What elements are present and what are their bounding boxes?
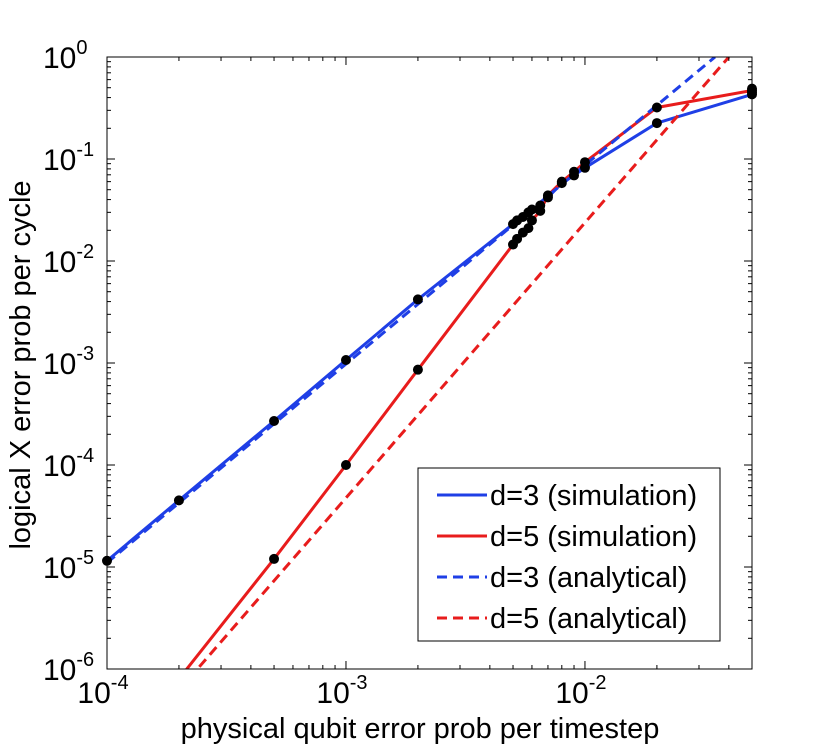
data-point <box>651 118 662 129</box>
x-tick-label: 10-2 <box>555 672 606 710</box>
series-line-d-3-analytical <box>107 57 716 564</box>
y-tick-label: 10-3 <box>43 343 94 381</box>
legend-label: d=5 (simulation) <box>490 521 697 553</box>
y-tick-label: 10-5 <box>43 547 94 585</box>
x-tick-label: 10-4 <box>77 672 128 710</box>
y-tick-label: 10-4 <box>43 445 94 483</box>
y-tick-label: 10-6 <box>43 649 94 687</box>
legend: d=3 (simulation) d=5 (simulation) d=3 (ana… <box>417 467 721 642</box>
y-tick-label: 10-1 <box>43 139 94 177</box>
legend-label: d=3 (simulation) <box>490 480 697 512</box>
y-tick-label: 10-2 <box>43 241 94 279</box>
data-point <box>269 416 280 427</box>
data-point <box>556 176 567 187</box>
data-point <box>173 495 184 506</box>
data-point <box>269 553 280 564</box>
x-axis-label: physical qubit error prob per timestep <box>181 713 660 745</box>
data-point <box>340 355 351 366</box>
y-tick-label: 100 <box>43 37 88 75</box>
legend-label: d=5 (analytical) <box>490 603 687 635</box>
data-point <box>579 157 590 168</box>
data-point <box>412 294 423 305</box>
ticks-layer <box>106 56 752 670</box>
x-tick-label: 10-3 <box>316 672 367 710</box>
data-point <box>526 204 537 215</box>
tick-labels-layer: 10-4 10-3 10-2 10-6 10-5 10-4 10-3 10-2 10-1 100 <box>43 37 607 710</box>
data-point <box>535 205 546 216</box>
legend-box <box>417 467 721 642</box>
data-point <box>526 215 537 226</box>
data-point <box>412 364 423 375</box>
data-point <box>651 102 662 113</box>
data-point <box>512 233 523 244</box>
y-axis-label: logical X error prob per cycle <box>5 180 37 549</box>
series-line-d-5-analytical <box>195 57 730 669</box>
markers-layer <box>102 83 757 566</box>
data-point <box>542 190 553 201</box>
legend-label: d=3 (analytical) <box>490 562 687 594</box>
data-point <box>569 166 580 177</box>
data-point <box>340 460 351 470</box>
